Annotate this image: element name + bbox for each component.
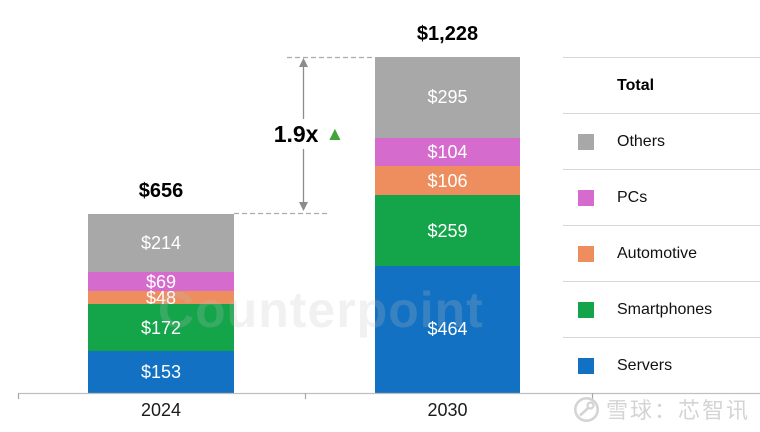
segment-value-label: $172 bbox=[140, 317, 182, 338]
legend-swatch-icon bbox=[578, 357, 594, 374]
legend-swatch-icon bbox=[578, 301, 594, 318]
legend-item-PCs: PCs bbox=[563, 169, 760, 225]
legend-item-Automotive: Automotive bbox=[563, 225, 760, 281]
stacked-bar-2024: $214 $69 $48 $172 $153 bbox=[88, 213, 234, 393]
legend-item-Smartphones: Smartphones bbox=[563, 281, 760, 337]
bar-segment-Servers: $153 bbox=[88, 351, 234, 393]
legend-title: Total bbox=[617, 76, 655, 94]
legend-item-label: Smartphones bbox=[617, 300, 713, 318]
bar-total-label: $1,228 bbox=[416, 23, 479, 46]
segment-value-label: $464 bbox=[427, 319, 468, 340]
segment-value-label: $153 bbox=[140, 361, 182, 382]
growth-ratio-label: 1.9x ▲ bbox=[266, 119, 352, 149]
x-axis-category-label: 2030 bbox=[427, 400, 468, 420]
bar-segment-Automotive: $48 bbox=[88, 287, 234, 308]
legend-item-label: PCs bbox=[617, 188, 648, 206]
segment-value-label: $214 bbox=[140, 232, 182, 253]
x-axis-category-label: 2024 bbox=[140, 400, 182, 420]
bar-segment-Servers: $464 bbox=[375, 265, 520, 393]
segment-value-label: $259 bbox=[427, 220, 468, 241]
arrowhead-down-icon bbox=[299, 202, 308, 211]
bar-segment-Automotive: $106 bbox=[375, 166, 520, 196]
segment-value-label: $48 bbox=[145, 287, 177, 308]
xueqiu-logo-icon bbox=[573, 396, 599, 422]
segment-value-label: $104 bbox=[427, 141, 468, 162]
legend-swatch-icon bbox=[578, 245, 594, 262]
bar-segment-Others: $295 bbox=[375, 57, 520, 138]
source-watermark: 雪球：芯智讯 bbox=[573, 393, 750, 425]
bar-total-label: $656 bbox=[138, 179, 184, 202]
segment-value-label: $295 bbox=[427, 87, 468, 108]
stacked-bar-2030: $295 $104 $106 $259 $464 bbox=[375, 57, 520, 393]
chart-legend: Total Others PCs Automotive Smartphones Serv… bbox=[563, 57, 760, 393]
legend-title-row: Total bbox=[563, 57, 760, 113]
bar-segment-PCs: $104 bbox=[375, 137, 520, 167]
segment-value-label: $69 bbox=[145, 271, 177, 292]
legend-swatch-icon bbox=[578, 189, 594, 206]
up-triangle-icon: ▲ bbox=[325, 123, 345, 145]
bar-segment-Smartphones: $259 bbox=[375, 195, 520, 266]
bar-segment-PCs: $69 bbox=[88, 272, 234, 291]
legend-swatch-icon bbox=[578, 133, 594, 150]
source-watermark-text: 雪球：芯智讯 bbox=[605, 399, 750, 424]
arrowhead-up-icon bbox=[299, 58, 308, 67]
legend-item-label: Servers bbox=[617, 356, 673, 374]
growth-ratio-value: 1.9x bbox=[273, 120, 319, 147]
legend-item-Others: Others bbox=[563, 113, 760, 169]
segment-value-label: $106 bbox=[427, 170, 468, 191]
legend-item-label: Automotive bbox=[617, 244, 698, 262]
bar-segment-Smartphones: $172 bbox=[88, 304, 234, 352]
legend-item-Servers: Servers bbox=[563, 337, 760, 393]
legend-item-label: Others bbox=[617, 132, 666, 150]
bar-segment-Others: $214 bbox=[88, 213, 234, 273]
